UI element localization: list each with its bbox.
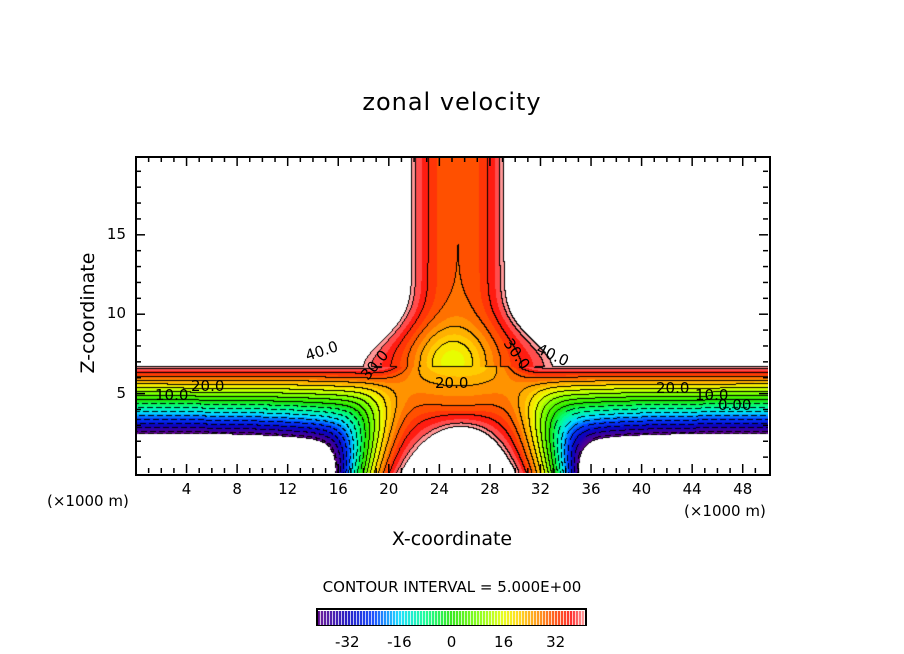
chart-title: zonal velocity <box>362 88 542 116</box>
x-tick-label: 12 <box>278 480 298 498</box>
colorbar <box>316 608 587 626</box>
colorbar-tick-label: 16 <box>494 633 514 651</box>
x-tick-label: 40 <box>632 480 652 498</box>
contour-label: 0.00 <box>718 396 752 414</box>
colorbar-tick-label: 32 <box>546 633 566 651</box>
contour-label: 10.0 <box>695 386 729 404</box>
x-unit-label-left: (×1000 m) <box>47 492 129 510</box>
x-tick-label: 24 <box>429 480 449 498</box>
x-tick-label: 16 <box>328 480 348 498</box>
x-tick-label: 48 <box>733 480 753 498</box>
colorbar-tick-label: 0 <box>446 633 457 651</box>
x-axis-label: X-coordinate <box>391 528 513 550</box>
contour-field <box>136 157 768 473</box>
x-tick-label: 8 <box>232 480 242 498</box>
x-tick-label: 36 <box>581 480 601 498</box>
colorbar-tick-label: -32 <box>335 633 360 651</box>
y-tick-label: 10 <box>106 304 126 323</box>
x-tick-label: 32 <box>530 480 551 498</box>
contour-label: 10.0 <box>155 386 189 404</box>
plot-frame <box>135 156 771 476</box>
contour-label: 20.0 <box>435 374 469 392</box>
x-tick-label: 44 <box>682 480 702 498</box>
colorbar-tick-label: -16 <box>387 633 412 651</box>
x-tick-label: 28 <box>480 480 500 498</box>
contour-interval: CONTOUR INTERVAL = 5.000E+00 <box>322 578 582 596</box>
x-unit-label-right: (×1000 m) <box>684 502 766 520</box>
contour-label: 20.0 <box>191 377 225 395</box>
x-tick-label: 4 <box>181 480 192 498</box>
y-axis-label: Z-coordinate <box>77 252 99 374</box>
y-tick-label: 15 <box>106 224 126 243</box>
x-tick-label: 20 <box>379 480 399 498</box>
contour-label: 20.0 <box>656 379 690 397</box>
y-tick-label: 5 <box>116 383 126 402</box>
plot-area <box>136 157 768 473</box>
colorbar-gradient <box>318 611 585 625</box>
